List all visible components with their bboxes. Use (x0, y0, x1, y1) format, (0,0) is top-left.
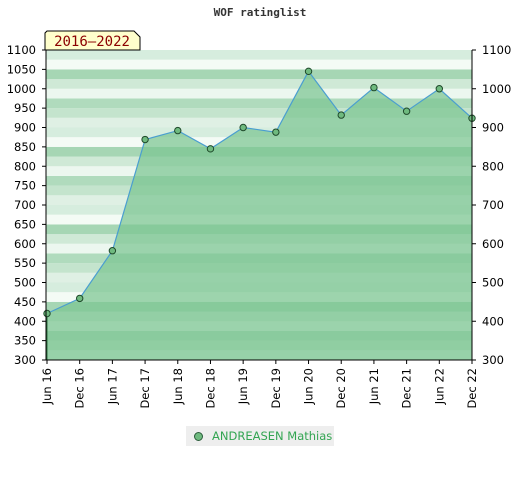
period-badge: 2016–2022 (44, 30, 141, 51)
y-tick-label-left: 700 (14, 198, 36, 212)
y-tick-label-left: 1100 (7, 43, 36, 57)
x-tick-label: Dec 21 (400, 368, 414, 409)
legend: ANDREASEN Mathias (186, 426, 334, 446)
x-tick-label: Jun 21 (367, 368, 381, 405)
background-band (46, 50, 472, 60)
y-tick-label-right: 300 (482, 353, 504, 367)
y-tick-label-right: 800 (482, 159, 504, 173)
background-band (46, 69, 472, 80)
y-tick-label-right: 700 (482, 198, 504, 212)
y-tick-label-left: 350 (14, 334, 36, 348)
x-tick-label: Jun 20 (302, 368, 316, 405)
data-point (141, 135, 149, 144)
background-band (46, 117, 472, 128)
data-point (174, 126, 182, 135)
y-tick-label-right: 1000 (482, 82, 511, 96)
background-band (46, 98, 472, 109)
y-tick-label-left: 1050 (7, 62, 36, 76)
axes-layer: 300 350 400 450 500 550 600 650 700 750 800 850 900 9… (7, 43, 512, 409)
y-tick-label-left: 800 (14, 159, 36, 173)
y-tick-label-right: 1100 (482, 43, 511, 57)
x-tick-label: Dec 18 (203, 368, 217, 409)
y-tick-label-right: 600 (482, 237, 504, 251)
y-tick-label-left: 900 (14, 121, 36, 135)
y-tick-label-left: 750 (14, 179, 36, 193)
data-point (75, 294, 84, 303)
y-tick-label-left: 950 (14, 101, 36, 115)
y-tick-label-right: 900 (482, 121, 504, 135)
series-area (47, 71, 472, 360)
data-point (206, 145, 215, 153)
background-band (46, 108, 472, 118)
area-layer (47, 71, 472, 360)
chart-title: WOF ratinglist (213, 6, 307, 19)
data-point (272, 128, 280, 136)
y-tick-label-left: 550 (14, 256, 36, 270)
x-tick-label: Jun 16 (40, 368, 54, 405)
data-point (43, 309, 51, 318)
x-tick-label: Jun 17 (105, 368, 119, 405)
y-tick-label-left: 500 (14, 276, 36, 290)
background-band (46, 79, 472, 89)
line-layer (46, 70, 473, 360)
data-point (402, 107, 411, 115)
data-point (435, 85, 444, 93)
data-point (239, 123, 247, 132)
period-badge-text: 2016–2022 (54, 34, 130, 50)
background-band (46, 59, 472, 70)
background-band (46, 88, 472, 99)
x-tick-label: Jun 19 (236, 368, 250, 405)
x-tick-label: Dec 20 (334, 368, 348, 409)
y-tick-label-left: 850 (14, 140, 36, 154)
y-tick-label-left: 450 (14, 295, 36, 309)
x-tick-label: Jun 18 (171, 368, 185, 405)
y-tick-label-left: 400 (14, 314, 36, 328)
y-tick-label-left: 300 (14, 353, 36, 367)
data-point (337, 111, 345, 119)
legend-marker-icon (194, 431, 203, 441)
series-line (46, 70, 473, 315)
legend-label: ANDREASEN Mathias (212, 429, 333, 443)
x-tick-label: Dec 22 (465, 368, 479, 409)
data-point (304, 67, 313, 76)
points-layer (43, 67, 476, 318)
y-tick-label-left: 1000 (7, 82, 36, 96)
x-tick-label: Dec 16 (73, 368, 87, 409)
data-point (108, 247, 117, 255)
x-tick-label: Dec 19 (269, 368, 283, 409)
x-tick-label: Jun 22 (432, 368, 446, 405)
y-tick-label-right: 400 (482, 314, 504, 328)
y-tick-label-left: 600 (14, 237, 36, 251)
data-point (370, 83, 378, 92)
x-tick-label: Dec 17 (138, 368, 152, 409)
y-tick-label-right: 500 (482, 276, 504, 290)
y-tick-label-left: 650 (14, 217, 36, 231)
